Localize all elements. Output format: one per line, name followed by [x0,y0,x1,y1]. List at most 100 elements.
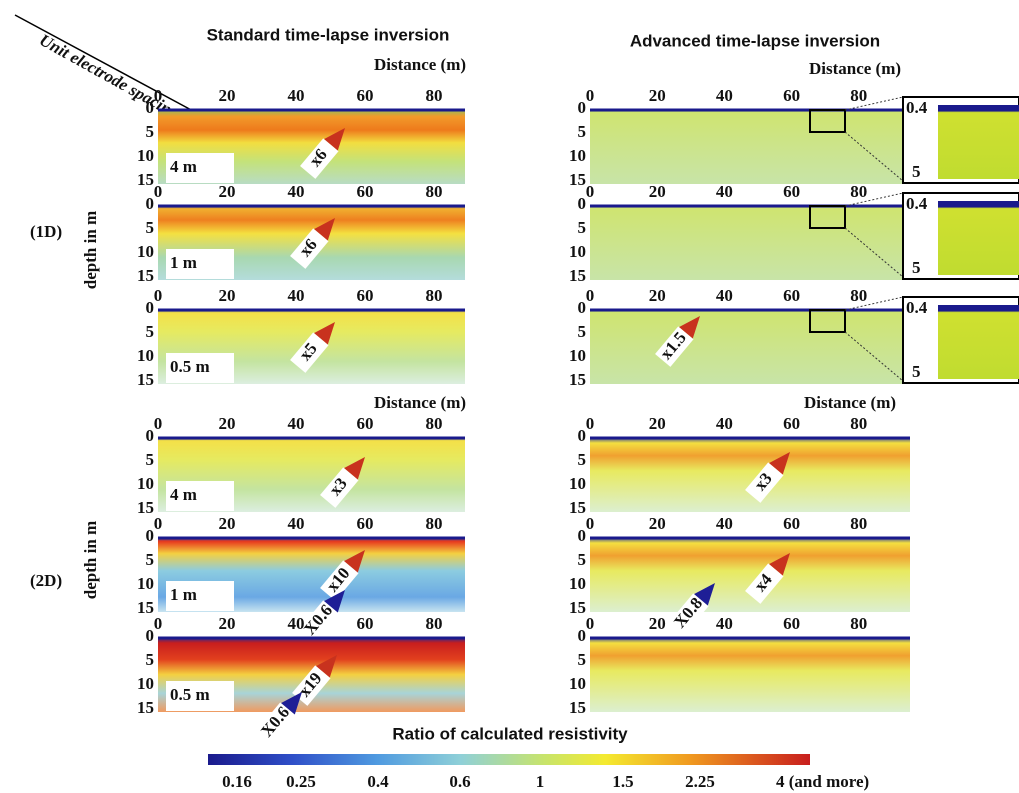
y-tick-label: 10 [569,346,586,365]
arrow-head [693,583,715,606]
y-tick-label: 10 [137,346,154,365]
y-tick-label: 15 [137,370,154,389]
y-tick-label: 10 [569,146,586,165]
y-tick-label: 0 [146,626,155,645]
spacing-box [166,581,234,611]
x-tick-label: 0 [586,182,595,201]
spacing-box [166,481,234,511]
colorbar [208,754,810,765]
inset-tick-label: 0.4 [906,98,928,117]
annotation-line [14,14,196,113]
x-tick-label: 80 [850,414,867,433]
y-tick-label: 0 [146,98,155,117]
x-tick-label: 20 [219,182,236,201]
y-tick-label: 15 [569,598,586,617]
x-tick-label: 80 [850,286,867,305]
x-tick-label: 80 [426,614,443,633]
y-tick-label: 5 [146,322,155,341]
arrow-head [323,128,345,151]
x-tick-label: 0 [154,86,163,105]
x-tick-label: 60 [357,514,374,533]
depth-label: depth in m [81,521,100,599]
x-tick-label: 60 [783,182,800,201]
y-tick-label: 0 [578,298,587,317]
x-tick-label: 80 [426,86,443,105]
zoom-line [844,227,904,278]
y-tick-label: 0 [146,526,155,545]
inset-tick-label: 5 [912,258,921,277]
y-tick-label: 5 [578,550,587,569]
arrow-head [313,218,335,241]
x-tick-label: 80 [426,514,443,533]
x-tick-label: 0 [154,514,163,533]
spacing-label: 0.5 m [170,357,210,376]
y-tick-label: 10 [137,574,154,593]
x-tick-label: 60 [783,86,800,105]
zoom-line [844,96,904,111]
distance-label: Distance (m) [809,59,901,78]
arrow-head [343,457,365,480]
arrow-box [670,593,709,634]
inset-tick-label: 0.4 [906,298,928,317]
arrow-box [300,600,339,641]
x-tick-label: 80 [850,182,867,201]
x-tick-label: 0 [586,86,595,105]
y-tick-label: 5 [146,650,155,669]
zoom-line [844,131,904,182]
y-tick-label: 15 [137,170,154,189]
x-tick-label: 20 [219,286,236,305]
section [590,437,910,512]
x-tick-label: 80 [850,86,867,105]
section [590,205,910,280]
arrow-box [257,702,296,743]
y-tick-label: 15 [569,370,586,389]
arrow-head [768,452,790,475]
colorbar-label: 1.5 [612,772,633,791]
x-tick-label: 40 [716,86,733,105]
x-tick-label: 60 [357,86,374,105]
arrow-box [292,665,331,706]
x-tick-label: 0 [586,514,595,533]
arrow-box [290,332,329,373]
spacing-label: 0.5 m [170,685,210,704]
row-label: (2D) [30,571,62,590]
x-tick-label: 60 [783,514,800,533]
arrow-box [320,467,359,508]
zoom-line [844,331,904,382]
section [590,309,910,384]
x-tick-label: 40 [716,414,733,433]
arrow-head [323,590,345,613]
y-tick-label: 15 [137,598,154,617]
inset-map [938,105,1019,179]
x-tick-label: 20 [219,614,236,633]
spacing-label: 4 m [170,157,197,176]
section [590,537,910,612]
x-tick-label: 40 [288,614,305,633]
colorbar-label: 1 [536,772,545,791]
x-tick-label: 0 [586,286,595,305]
x-tick-label: 0 [586,614,595,633]
y-tick-label: 5 [578,650,587,669]
spacing-label: 1 m [170,585,197,604]
distance-label: Distance (m) [374,55,466,74]
y-tick-label: 0 [578,194,587,213]
arrow-box [300,138,339,179]
x-tick-label: 60 [357,182,374,201]
x-tick-label: 0 [586,414,595,433]
y-tick-label: 5 [146,450,155,469]
x-tick-label: 40 [288,86,305,105]
x-tick-label: 0 [154,182,163,201]
y-tick-label: 5 [578,322,587,341]
y-tick-label: 10 [569,242,586,261]
spacing-box [166,153,234,183]
colorbar-label: 2.25 [685,772,715,791]
arrow-head [280,692,302,715]
y-tick-label: 15 [137,498,154,517]
x-tick-label: 60 [357,614,374,633]
x-tick-label: 40 [288,182,305,201]
y-tick-label: 15 [569,698,586,717]
inset-map [938,305,1019,379]
section [590,637,910,712]
spacing-box [166,681,234,711]
y-tick-label: 15 [137,698,154,717]
